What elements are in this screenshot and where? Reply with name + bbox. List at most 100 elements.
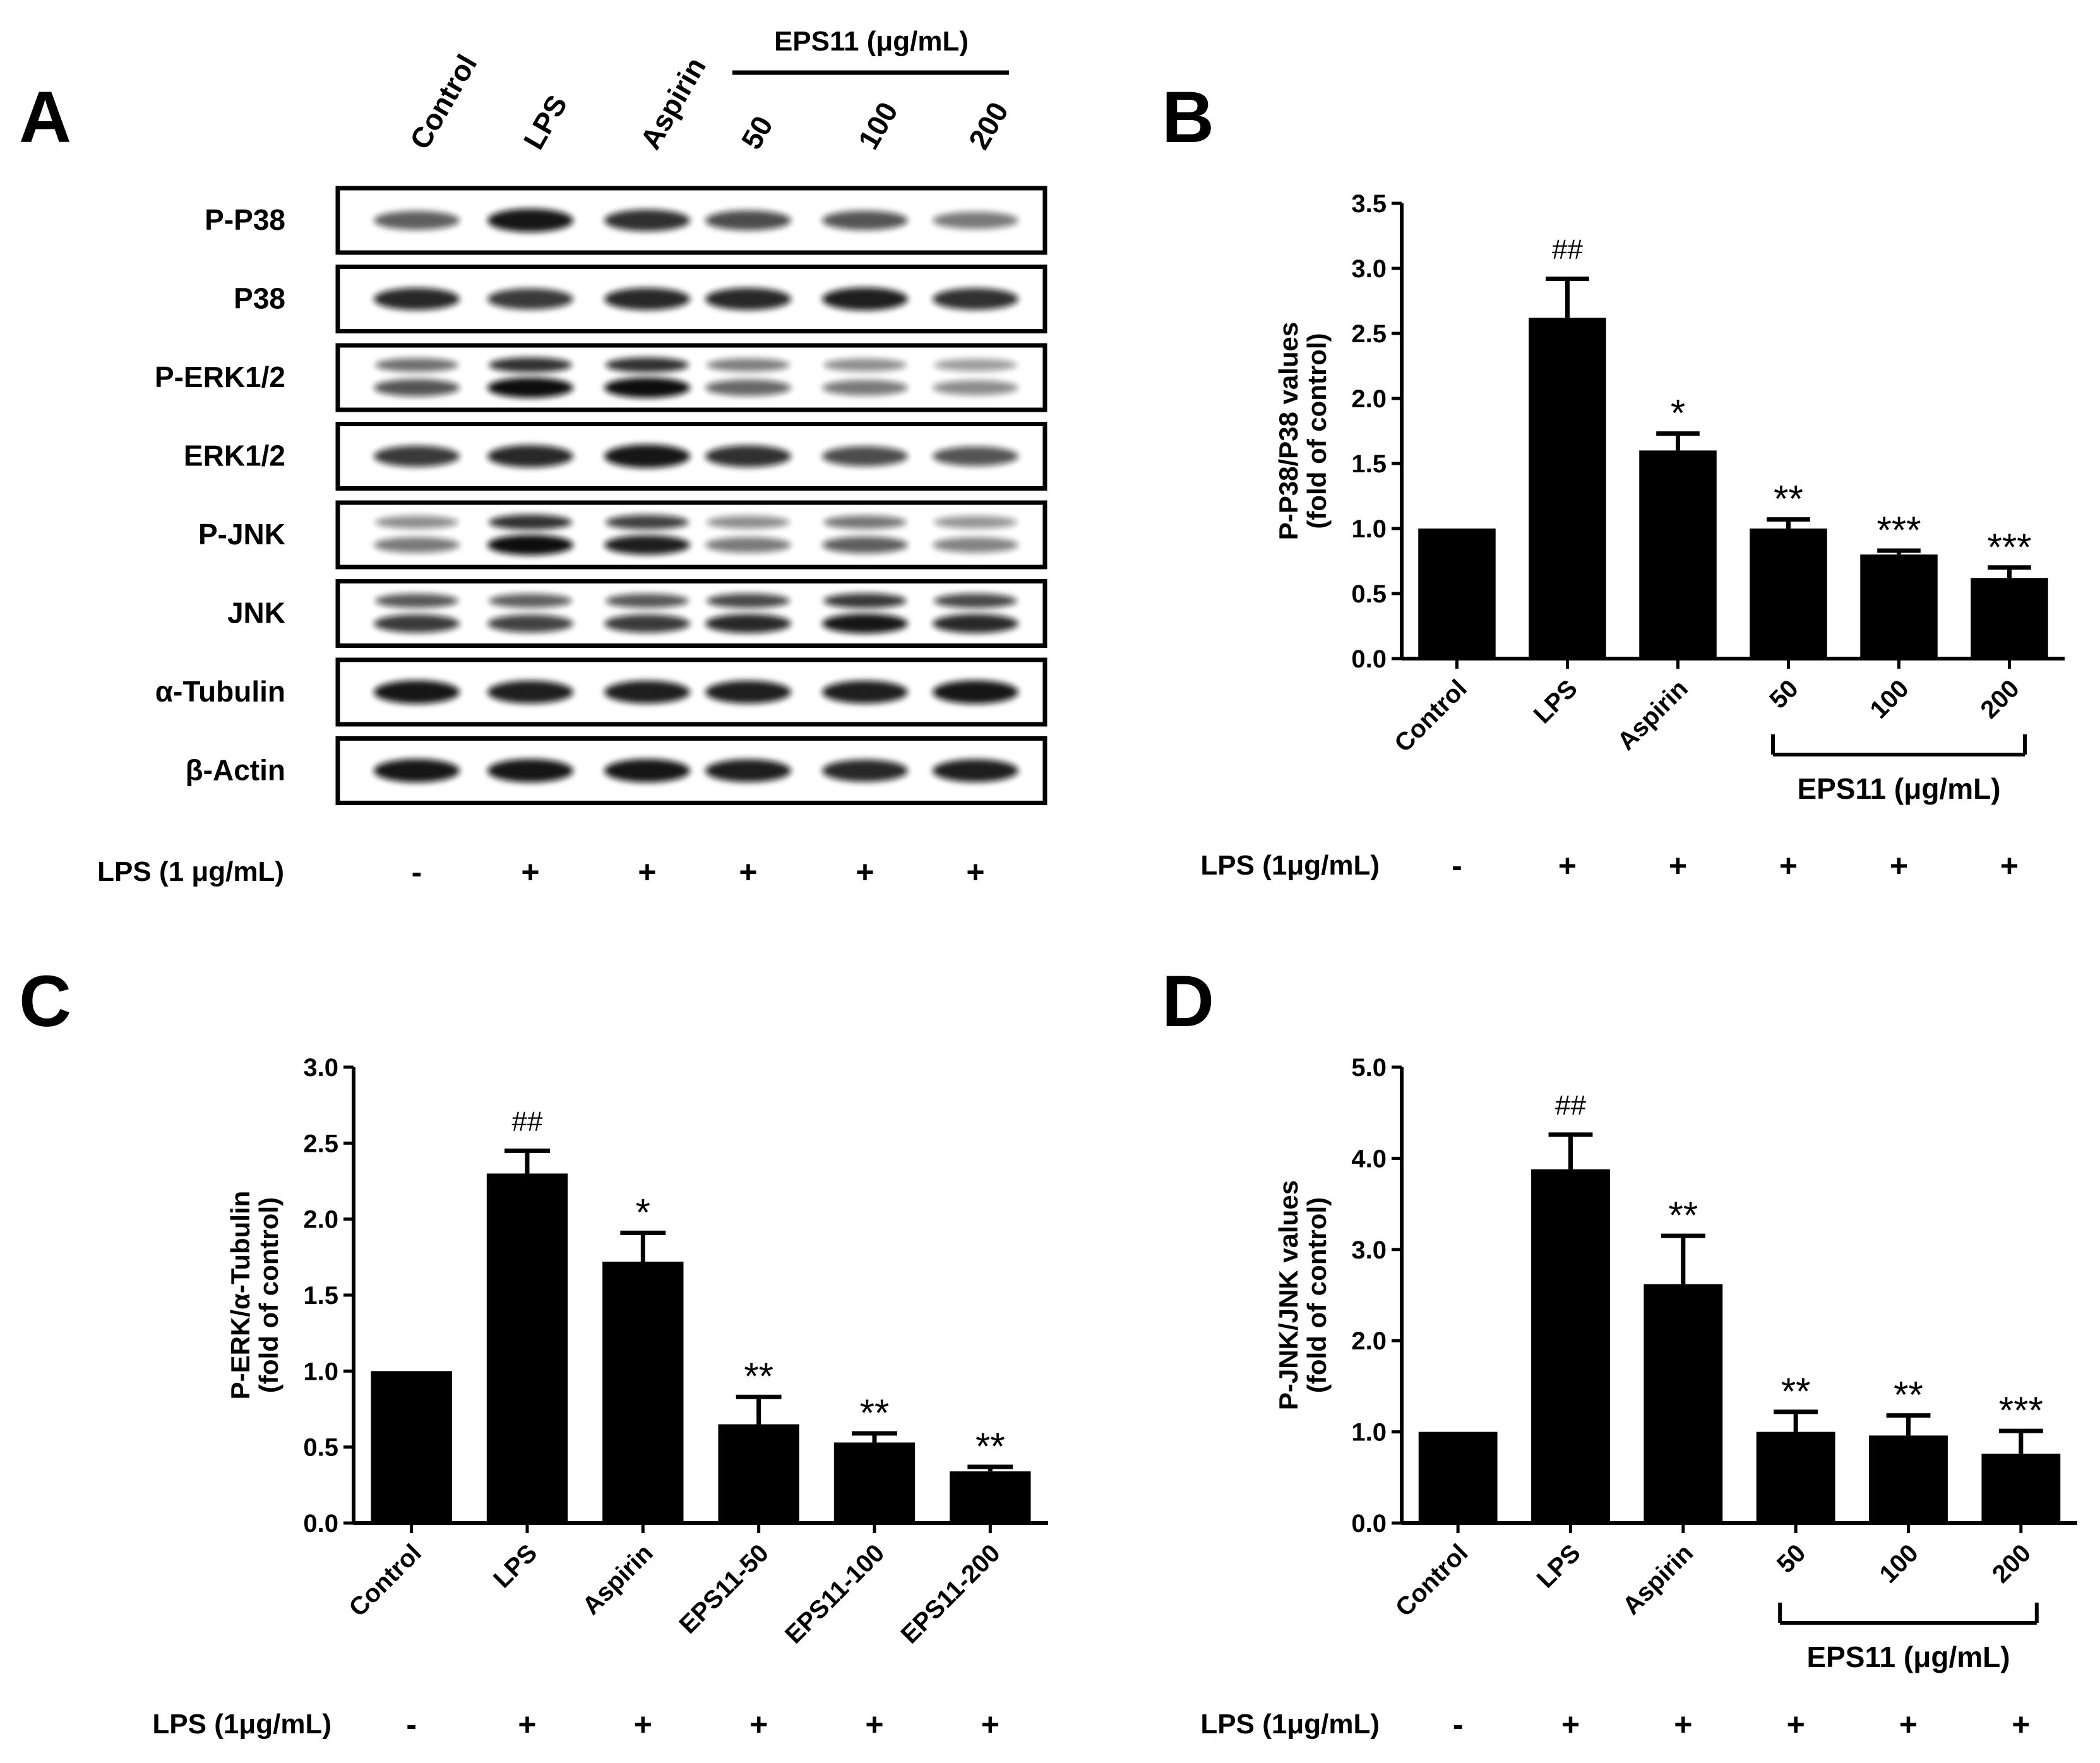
blot-band [604, 758, 690, 783]
lane-label: Control [403, 49, 484, 155]
blot-band [606, 357, 689, 373]
bar [1860, 554, 1938, 659]
lps-sign: + [518, 1707, 536, 1742]
lps-sign: + [638, 854, 656, 890]
blot-band [606, 594, 689, 608]
blot-band [933, 680, 1018, 704]
blot-band [707, 515, 790, 529]
x-category-label: 100 [1875, 1539, 1924, 1588]
blot-band [489, 357, 572, 373]
bar [1981, 1454, 2061, 1523]
lps-sign: + [1779, 848, 1798, 883]
blot-row-label: P38 [234, 282, 285, 315]
bar [1971, 578, 2048, 659]
eps-bracket-label: EPS11 (μg/mL) [1806, 1640, 2010, 1673]
lps-sign: + [1669, 848, 1687, 883]
y-tick-label: 3.5 [1351, 190, 1387, 218]
y-tick-label: 0.5 [303, 1434, 338, 1462]
significance-label: * [1671, 392, 1685, 434]
y-tick-label: 1.5 [303, 1282, 338, 1310]
y-axis-title: P-JNK/JNK values [1274, 1180, 1303, 1410]
lane-label: Aspirin [634, 52, 712, 155]
eps-bracket-label: EPS11 (μg/mL) [1797, 772, 2000, 805]
bar [833, 1442, 916, 1523]
lps-sign: + [1899, 1707, 1918, 1742]
x-category-label: LPS [1529, 674, 1583, 729]
x-category-label: Aspirin [577, 1539, 659, 1620]
blot-band [374, 287, 460, 311]
significance-label: * [636, 1191, 650, 1233]
blot-band [822, 536, 908, 554]
lps-sign: - [406, 1707, 417, 1742]
blot-band [374, 379, 460, 397]
y-tick-label: 2.5 [303, 1130, 338, 1157]
lps-sign: + [1558, 848, 1577, 883]
blot-band [374, 537, 460, 553]
blot-box [335, 186, 1047, 255]
blot-band [606, 515, 689, 530]
x-category-label: 200 [1976, 674, 2025, 724]
x-category-label: 100 [1865, 674, 1914, 724]
blot-band [933, 380, 1018, 395]
panel-letter-c: C [19, 961, 71, 1042]
y-tick-label: 0.0 [303, 1510, 338, 1538]
blot-band [489, 515, 572, 530]
blot-band [933, 759, 1018, 782]
y-tick-label: 2.0 [1351, 1327, 1387, 1355]
blot-row: P-JNK [198, 500, 1047, 570]
y-tick-label: 2.5 [1351, 320, 1387, 348]
blot-band [823, 593, 907, 609]
bar [718, 1424, 799, 1523]
x-category-label: Control [343, 1539, 427, 1622]
blot-row-label: JNK [227, 597, 285, 630]
x-category-label: LPS [488, 1539, 542, 1593]
x-category-label: Aspirin [1618, 1539, 1699, 1620]
blot-band [375, 358, 458, 372]
blot-band [604, 209, 690, 232]
blot-rows: P-P38 P38 P-ERK1/2 ERK1/2 P-JNK JNK α-Tubulin β… [155, 186, 1047, 805]
blot-band [933, 212, 1018, 229]
y-tick-label: 1.0 [303, 1358, 338, 1385]
blot-box [335, 579, 1047, 648]
bar [1418, 1431, 1498, 1523]
y-tick-label: 3.0 [1351, 1236, 1387, 1264]
blot-band [705, 287, 791, 311]
lps-sign: + [739, 854, 757, 890]
y-tick-label: 3.0 [303, 1054, 338, 1082]
lane-label: 100 [852, 97, 904, 155]
x-category-label: LPS [1532, 1539, 1586, 1593]
lps-signs-a: - + + + + + [412, 854, 985, 890]
significance-label: ** [1668, 1194, 1698, 1236]
blot-band [375, 594, 458, 608]
blot-band [604, 378, 690, 398]
lane-labels: Control LPS Aspirin 50 100 200 [403, 49, 1015, 155]
significance-label: *** [1999, 1389, 2043, 1431]
bar [1529, 318, 1606, 659]
chart-d: 0.0 1.0 2.0 3.0 4.0 5.0 P-JNK/JNK values(fold … [1274, 1054, 2077, 1673]
blot-band [822, 446, 908, 467]
blot-band [933, 537, 1018, 553]
significance-label: ** [975, 1425, 1005, 1467]
blot-row-label: ERK1/2 [184, 439, 285, 472]
blot-band [487, 614, 573, 633]
blot-row-label: P-JNK [198, 518, 285, 551]
lps-sign: - [1453, 1707, 1464, 1742]
lps-sign: + [1787, 1707, 1805, 1742]
blot-band [487, 535, 573, 555]
bar [1531, 1169, 1610, 1523]
blot-row: P-ERK1/2 [155, 343, 1047, 412]
blot-band [822, 680, 908, 704]
significance-label: ** [1781, 1370, 1811, 1413]
y-axis-title: (fold of control) [1302, 1197, 1332, 1393]
panel-c-chart: C 0.0 0.5 1.0 1.5 2.0 2.5 3.0 P-ERK/α-Tubulin(f… [19, 961, 1048, 1742]
bar [1756, 1431, 1835, 1523]
lps-sign: + [981, 1707, 999, 1742]
lps-label-c: LPS (1μg/mL) [152, 1709, 331, 1740]
y-tick-label: 3.0 [1351, 255, 1387, 283]
significance-label: ## [1552, 234, 1583, 265]
blot-band [822, 287, 908, 311]
blot-band [933, 614, 1018, 633]
blot-band [487, 758, 573, 783]
lps-sign: + [1674, 1707, 1692, 1742]
blot-band [934, 593, 1017, 609]
